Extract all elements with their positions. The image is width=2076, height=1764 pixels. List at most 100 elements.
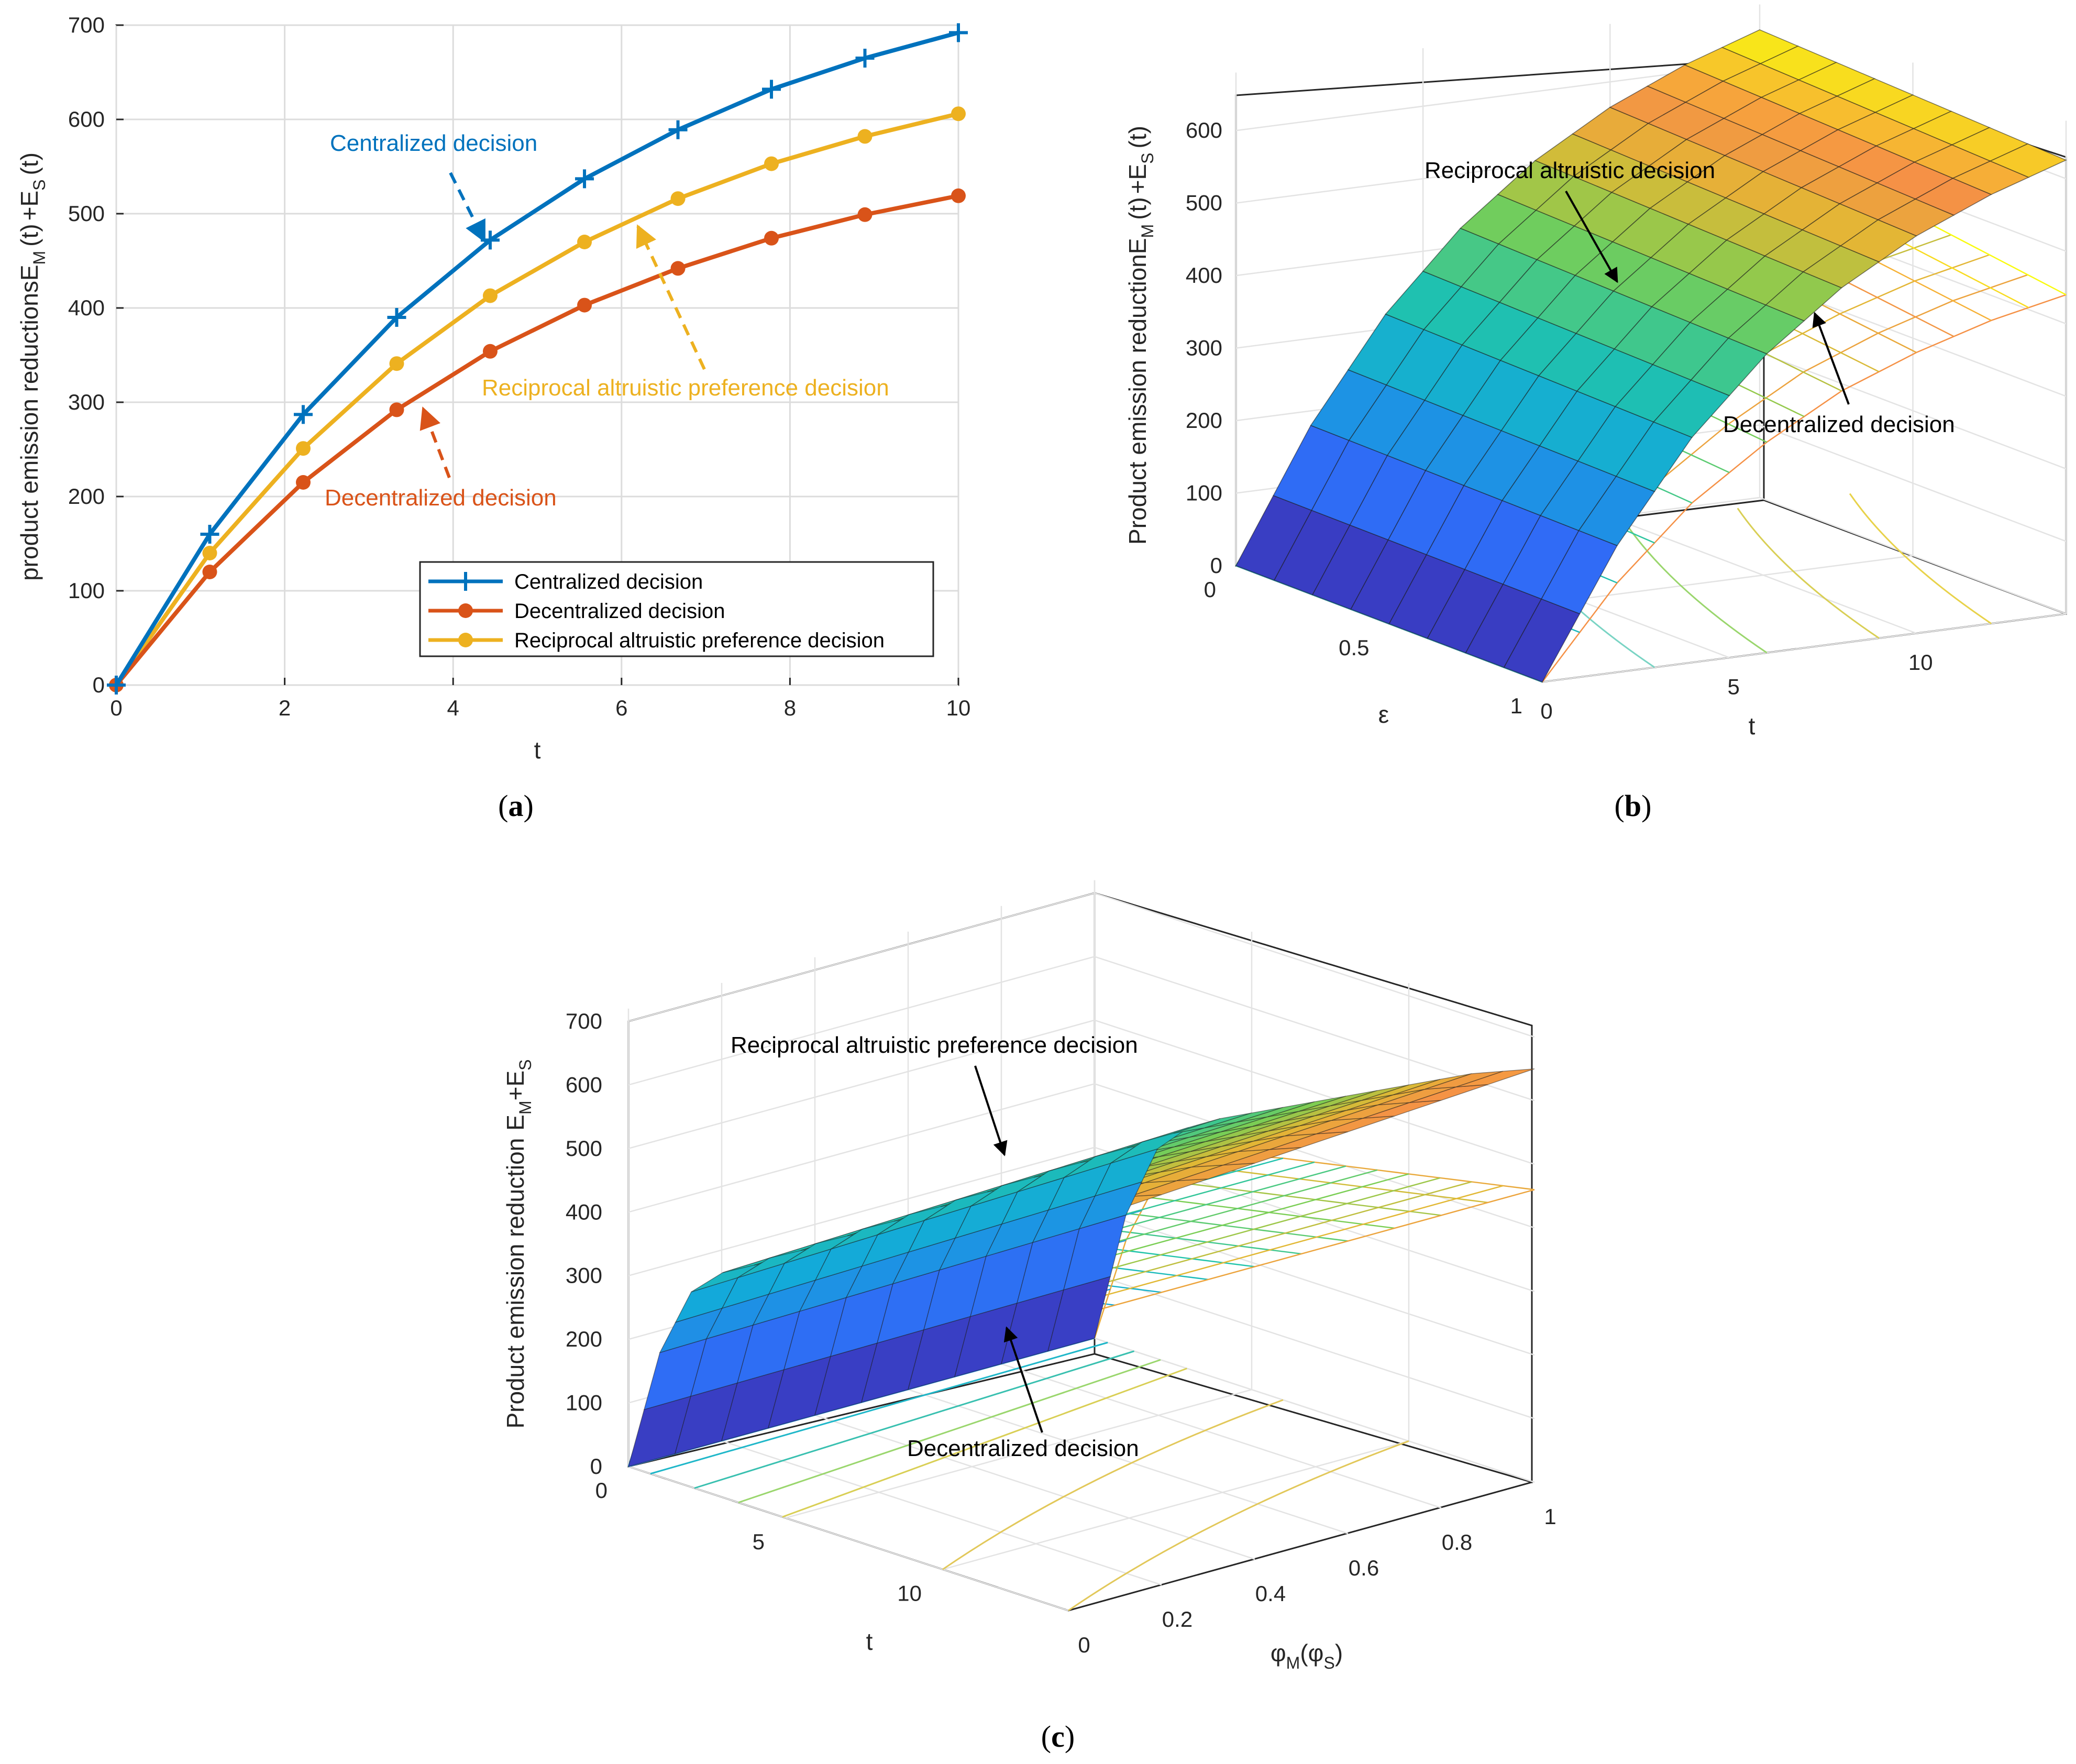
panel-c-z-gridline bbox=[628, 956, 1535, 1101]
panel-b-t-tick-label: 10 bbox=[1908, 650, 1933, 675]
panel-b-contour-line bbox=[1737, 508, 1880, 639]
panel-a-y-tick-label: 100 bbox=[68, 578, 105, 603]
panel-b-annotation-reciprocal: Reciprocal altruistic decision bbox=[1425, 158, 1715, 183]
panel-c-t-gridline bbox=[785, 931, 1253, 1519]
panel-a-y-tick-label: 700 bbox=[68, 13, 105, 37]
panel-c-phi-tick-label: 0.2 bbox=[1162, 1607, 1192, 1631]
data-point-reciprocal bbox=[295, 441, 311, 456]
data-point-decentralized bbox=[482, 344, 498, 359]
panel-b-z-tick-label: 500 bbox=[1186, 191, 1222, 215]
panel-c-z-tick-label: 600 bbox=[566, 1072, 602, 1097]
panel-c-z-tick-label: 300 bbox=[566, 1263, 602, 1288]
panel-b-z-tick-label: 300 bbox=[1186, 336, 1222, 360]
data-point-centralized bbox=[668, 120, 688, 139]
legend-item-reciprocal: Reciprocal altruistic preference decisio… bbox=[428, 629, 885, 652]
panel-c-z-tick-label: 200 bbox=[566, 1327, 602, 1351]
panel-a-y-tick-label: 400 bbox=[68, 295, 105, 320]
data-point-reciprocal bbox=[764, 156, 779, 171]
data-point-decentralized bbox=[951, 188, 966, 203]
panel-c-phi-floor-gridline bbox=[908, 1388, 1349, 1535]
panel-b-z-tick-label: 200 bbox=[1186, 408, 1222, 433]
panel-c-phi-floor-gridline bbox=[721, 1440, 1162, 1586]
panel-c-mesh-line bbox=[1036, 1185, 1504, 1315]
panel-c-contour-line bbox=[694, 1350, 1135, 1489]
panel-c-annotation-decentralized: Decentralized decision bbox=[907, 1436, 1139, 1461]
panel-c-x-axis-label: t bbox=[866, 1628, 873, 1655]
series-line-reciprocal bbox=[114, 112, 959, 687]
panel-c-z-axis-label: Product emission reductionEM+ES bbox=[502, 1059, 535, 1428]
panel-c-surface-patch bbox=[1456, 1068, 1535, 1087]
panel-c-contour-line bbox=[1068, 1440, 1409, 1612]
panel-b-x-axis-label: ε bbox=[1378, 701, 1389, 728]
panel-a-x-tick-label: 0 bbox=[110, 696, 122, 720]
panel-c-z-tick-label: 500 bbox=[566, 1136, 602, 1161]
panel-c-contour-line bbox=[942, 1399, 1284, 1570]
panel-a-arrow-reciprocal bbox=[636, 224, 706, 370]
panel-b-t-tick-label: 5 bbox=[1727, 675, 1739, 699]
panel-a-y-axis-label: product emission reductionsEM(t)+ES(t) bbox=[16, 152, 49, 581]
data-point-centralized bbox=[949, 23, 968, 42]
data-point-centralized bbox=[387, 308, 406, 327]
panel-b-caption: (b) bbox=[1615, 789, 1652, 823]
svg-text:Decentralized decision: Decentralized decision bbox=[514, 600, 725, 623]
panel-c-contour-line bbox=[782, 1368, 1187, 1518]
panel-a-x-axis-label: t bbox=[534, 736, 541, 764]
panel-b-contour-line bbox=[1625, 522, 1768, 654]
series-line-centralized bbox=[114, 30, 959, 687]
panel-b-eps-tick-label: 0 bbox=[1204, 577, 1216, 602]
panel-c-t-tick-label: 0 bbox=[595, 1478, 608, 1503]
panel-b-surface-patch bbox=[1989, 143, 2067, 178]
panel-a-y-tick-label: 500 bbox=[68, 201, 105, 226]
panel-c-z-tick-label: 100 bbox=[566, 1391, 602, 1415]
panel-c-t-tick-label: 5 bbox=[753, 1529, 765, 1554]
panel-a-grid bbox=[115, 24, 959, 686]
panel-c-phi-floor-gridline bbox=[1001, 1363, 1442, 1509]
panel-c-side-wall bbox=[1094, 892, 1533, 1484]
panel-c-z-tick-label: 400 bbox=[566, 1199, 602, 1224]
panel-a-legend: Centralized decision Decentralized decis… bbox=[419, 561, 934, 657]
panel-c-caption: (c) bbox=[1041, 1719, 1075, 1754]
data-point-reciprocal bbox=[857, 129, 873, 144]
panel-b-z-tick-label: 100 bbox=[1186, 481, 1222, 505]
panel-b-z-axis-label: Product emission reductionEM(t)+ES(t) bbox=[1124, 126, 1157, 545]
panel-c-mesh-line bbox=[1068, 1189, 1535, 1319]
panel-b-reciprocal-surface bbox=[1235, 29, 2067, 682]
panel-b-z-tick-label: 400 bbox=[1186, 263, 1222, 288]
panel-c-z-tick-label: 0 bbox=[590, 1454, 602, 1479]
panel-b-contour-line bbox=[1849, 493, 1992, 624]
panel-c-floor-contours bbox=[650, 1341, 1409, 1612]
panel-c-reciprocal-surface bbox=[627, 1068, 1535, 1468]
panel-c-phi-tick-label: 0 bbox=[1078, 1633, 1090, 1657]
data-point-decentralized bbox=[202, 565, 217, 579]
data-point-reciprocal bbox=[202, 546, 217, 560]
panel-a-annotation-centralized: Centralized decision bbox=[330, 130, 537, 156]
panel-b-eps-tick-label: 1 bbox=[1510, 693, 1522, 718]
panel-a-x-tick-label: 10 bbox=[946, 696, 971, 720]
panel-b-arrow-decentralized bbox=[1812, 312, 1850, 405]
panel-a-y-tick-label: 300 bbox=[68, 390, 105, 414]
svg-text:Centralized decision: Centralized decision bbox=[514, 570, 703, 593]
data-point-decentralized bbox=[295, 475, 311, 490]
panel-b-eps-gridline bbox=[1542, 120, 2067, 683]
panel-c-z-gridline bbox=[628, 892, 1535, 1038]
data-point-decentralized bbox=[670, 261, 686, 276]
panel-c-phi-floor-gridline bbox=[814, 1414, 1255, 1560]
panel-b-annotation-decentralized: Decentralized decision bbox=[1723, 412, 1955, 437]
data-point-reciprocal bbox=[577, 235, 592, 249]
panel-c-z-tick-label: 700 bbox=[566, 1009, 602, 1033]
panel-c-annotation-reciprocal: Reciprocal altruistic preference decisio… bbox=[731, 1032, 1138, 1058]
data-point-decentralized bbox=[857, 207, 873, 222]
legend-item-centralized: Centralized decision bbox=[428, 570, 703, 593]
svg-text:Product emission reductionEM(t: Product emission reductionEM(t)+ES(t) bbox=[1124, 126, 1157, 545]
panel-a-annotation-reciprocal: Reciprocal altruistic preference decisio… bbox=[482, 375, 889, 401]
data-point-centralized bbox=[575, 169, 594, 189]
data-point-decentralized bbox=[577, 297, 592, 313]
panel-c-surface-chart: 010020030040050060070000.20.40.60.810510… bbox=[502, 880, 1556, 1754]
panel-b-t-tick-label: 0 bbox=[1540, 699, 1552, 723]
series-line-decentralized bbox=[114, 193, 959, 687]
